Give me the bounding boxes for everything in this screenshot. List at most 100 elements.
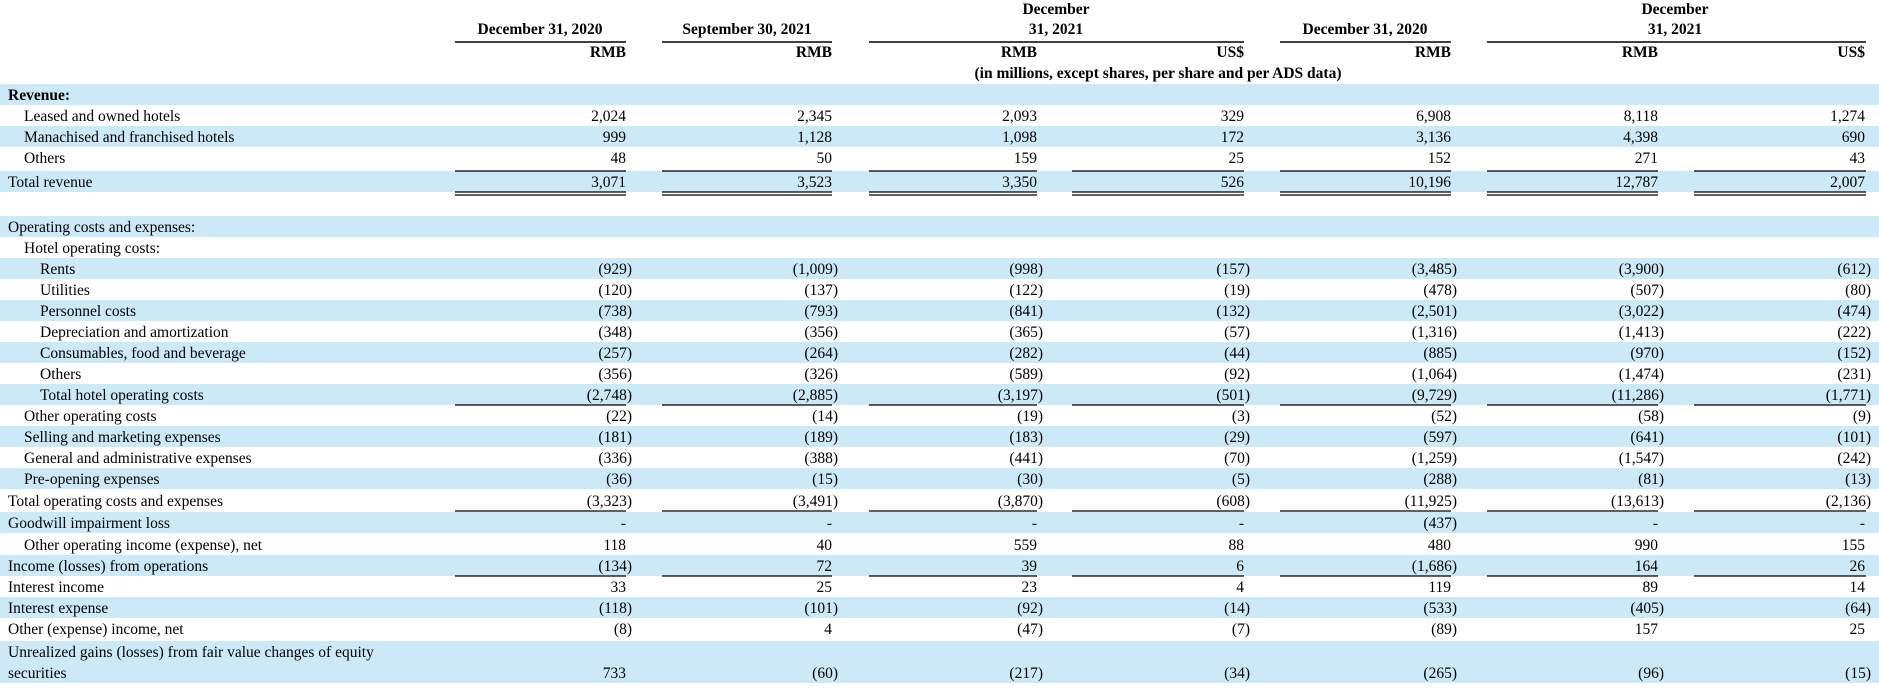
cell-value: 33 [611, 579, 627, 596]
row-label: Selling and marketing expenses [24, 429, 221, 446]
cell-value: 25 [817, 579, 833, 596]
cell-value: (405) [1630, 600, 1664, 617]
cell-value: (101) [1837, 429, 1871, 446]
cell-value: 2,345 [797, 108, 832, 125]
cell-value: 43 [1850, 150, 1866, 167]
cell-value: (70) [1224, 450, 1250, 467]
cell-value: (137) [804, 282, 838, 299]
cell-value: 3,523 [797, 174, 832, 191]
cell-value: 329 [1221, 108, 1245, 125]
row-label: Others [40, 366, 81, 383]
cell-value: (217) [1009, 665, 1043, 682]
cell-value: (92) [1224, 366, 1250, 383]
cell-value: (841) [1009, 303, 1043, 320]
cell-value: 1,098 [1002, 129, 1037, 146]
row-band [0, 342, 1879, 363]
row-label: Total revenue [8, 174, 93, 191]
cell-value: (80) [1845, 282, 1871, 299]
cell-value: (326) [804, 366, 838, 383]
row-label: Revenue: [8, 87, 70, 104]
row-label: Operating costs and expenses: [8, 219, 195, 236]
cell-value: (1,771) [1826, 387, 1871, 404]
cell-value: (365) [1009, 324, 1043, 341]
cell-value: (89) [1431, 621, 1457, 638]
cell-value: (1,064) [1412, 366, 1457, 383]
cell-value: (134) [598, 558, 632, 575]
cell-value: 690 [1842, 129, 1866, 146]
cell-value: (15) [1845, 665, 1871, 682]
cell-value: (9,729) [1412, 387, 1457, 404]
row-band [0, 216, 1879, 237]
row-label: Other operating income (expense), net [24, 537, 263, 554]
cell-value: (120) [598, 282, 632, 299]
cell-value: 4 [824, 621, 832, 638]
cell-value: - [1860, 515, 1865, 532]
cell-value: (92) [1017, 600, 1043, 617]
cell-value: (101) [804, 600, 838, 617]
cell-value: (3,485) [1412, 261, 1457, 278]
cell-value: - [1653, 515, 1658, 532]
column-date: 31, 2021 [1648, 21, 1702, 38]
cell-value: 155 [1842, 537, 1866, 554]
cell-value: (388) [804, 450, 838, 467]
column-date: 31, 2021 [1029, 21, 1083, 38]
cell-value: (36) [606, 471, 632, 488]
cell-value: (152) [1837, 345, 1871, 362]
cell-value: (11,925) [1405, 493, 1457, 510]
row-band [0, 597, 1879, 618]
cell-value: 2,007 [1830, 174, 1865, 191]
cell-value: 89 [1643, 579, 1659, 596]
cell-value: 152 [1428, 150, 1451, 167]
cell-value: (34) [1224, 665, 1250, 682]
cell-value: 6 [1236, 558, 1244, 575]
cell-value: (222) [1837, 324, 1871, 341]
row-band [0, 126, 1879, 147]
cell-value: (257) [598, 345, 632, 362]
row-label: Leased and owned hotels [24, 108, 180, 125]
units-note: (in millions, except shares, per share a… [974, 65, 1341, 82]
cell-value: (885) [1423, 345, 1457, 362]
cell-value: (14) [812, 408, 838, 425]
cell-value: (1,259) [1412, 450, 1457, 467]
row-label: Hotel operating costs: [24, 240, 160, 257]
cell-value: 733 [603, 665, 627, 682]
cell-value: (533) [1423, 600, 1457, 617]
cell-value: 1,274 [1830, 108, 1865, 125]
cell-value: (970) [1630, 345, 1664, 362]
row-band [0, 171, 1879, 192]
cell-value: (3,870) [998, 493, 1043, 510]
cell-value: 1,128 [797, 129, 832, 146]
row-label: securities [8, 665, 67, 682]
cell-value: 8,118 [1624, 108, 1659, 125]
cell-value: 26 [1850, 558, 1866, 575]
cell-value: 14 [1850, 579, 1866, 596]
row-band [0, 512, 1879, 533]
row-band [0, 84, 1879, 105]
cell-value: - [827, 515, 832, 532]
cell-value: 480 [1428, 537, 1452, 554]
cell-value: (608) [1216, 493, 1250, 510]
cell-value: (3,900) [1619, 261, 1664, 278]
cell-value: 3,071 [591, 174, 626, 191]
cell-value: (3) [1232, 408, 1250, 425]
row-band [0, 426, 1879, 447]
currency-label: RMB [590, 44, 626, 61]
row-label: Manachised and franchised hotels [24, 129, 234, 146]
cell-value: (118) [599, 600, 632, 617]
cell-value: 48 [611, 150, 627, 167]
cell-value: 4,398 [1623, 129, 1658, 146]
currency-label: RMB [1622, 44, 1658, 61]
cell-value: (264) [804, 345, 838, 362]
cell-value: 25 [1850, 621, 1866, 638]
row-label: Interest income [8, 579, 104, 596]
cell-value: 2,093 [1002, 108, 1037, 125]
cell-value: (13,613) [1611, 493, 1664, 510]
cell-value: 88 [1229, 537, 1245, 554]
cell-value: (3,197) [998, 387, 1043, 404]
cell-value: (132) [1216, 303, 1250, 320]
cell-value: 999 [603, 129, 627, 146]
cell-value: (738) [598, 303, 632, 320]
cell-value: (356) [598, 366, 632, 383]
cell-value: (157) [1216, 261, 1250, 278]
